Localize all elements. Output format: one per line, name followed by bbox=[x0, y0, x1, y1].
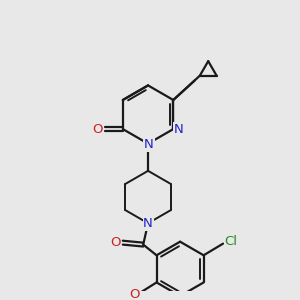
Text: Cl: Cl bbox=[224, 235, 237, 248]
Text: O: O bbox=[129, 288, 140, 300]
Text: N: N bbox=[144, 138, 154, 151]
Text: O: O bbox=[110, 236, 120, 249]
Text: N: N bbox=[173, 123, 183, 136]
Text: O: O bbox=[92, 123, 103, 136]
Text: N: N bbox=[143, 217, 153, 230]
